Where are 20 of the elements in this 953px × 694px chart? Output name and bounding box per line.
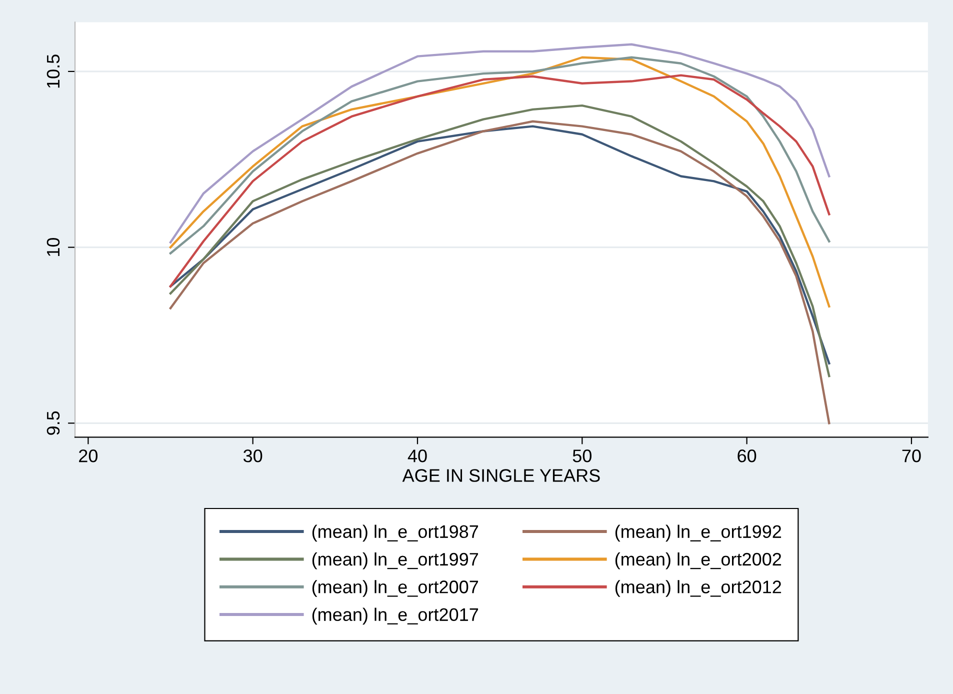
x-tick-label: 60: [738, 450, 756, 462]
x-tick-label: 50: [572, 450, 592, 462]
x-tick-label: 40: [408, 450, 427, 462]
line-series: [169, 56, 830, 308]
x-axis-title: AGE IN SINGLE YEARS: [402, 469, 600, 482]
x-tick-label: 70: [902, 450, 921, 462]
legend-label: (mean) ln_e_ort2002: [615, 552, 782, 570]
x-tick-label: 20: [79, 450, 98, 462]
legend-label: (mean) ln_e_ort2017: [312, 608, 478, 625]
y-tick-label: 10: [46, 238, 60, 256]
legend-label: (mean) ln_e_ort2007: [312, 580, 478, 597]
line-series: [169, 120, 830, 424]
x-tick-label: 30: [243, 450, 262, 462]
legend-label: (mean) ln_e_ort1992: [615, 524, 782, 542]
y-tick-label: 10.5: [46, 54, 60, 88]
legend-label: (mean) ln_e_ort1987: [312, 524, 478, 542]
y-tick-label: 9.5: [46, 411, 60, 435]
legend-label: (mean) ln_e_ort2012: [615, 580, 782, 597]
line-series: [169, 74, 830, 288]
legend-label: (mean) ln_e_ort1997: [312, 552, 478, 570]
